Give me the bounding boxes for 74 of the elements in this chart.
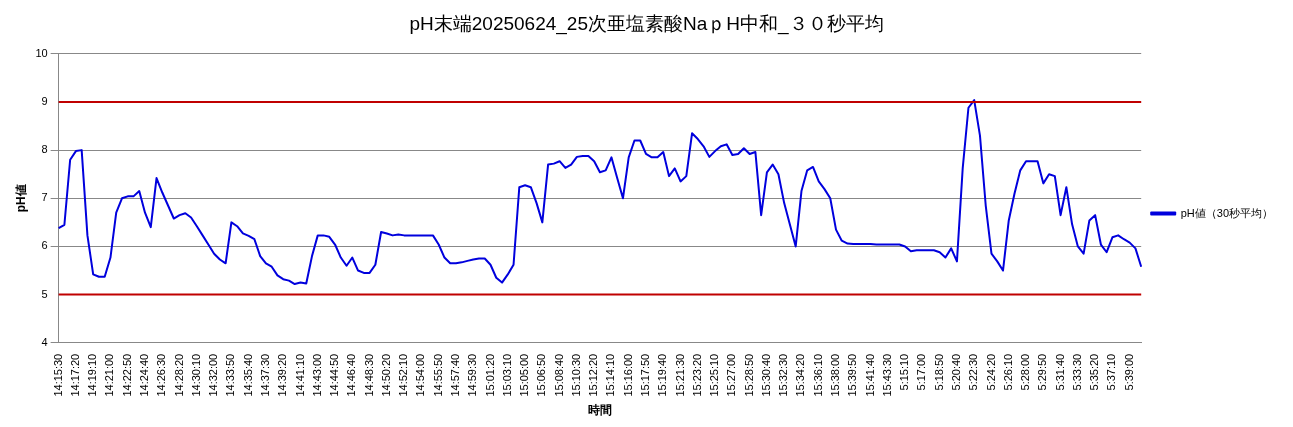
x-tick-label: 15:05:00 <box>518 353 531 397</box>
x-tick-label: 14:19:10 <box>86 353 99 397</box>
x-tick-label: 15:30:40 <box>759 353 772 397</box>
x-tick-label: 14:33:50 <box>224 353 237 397</box>
x-tick-label: 5:33:30 <box>1070 353 1083 391</box>
x-tick-label: 14:35:40 <box>241 353 254 397</box>
x-tick-label: 15:43:30 <box>880 353 893 397</box>
x-tick-label: 14:57:40 <box>448 353 461 397</box>
x-tick-label: 5:39:00 <box>1122 353 1135 391</box>
x-tick-label: 15:28:50 <box>742 353 755 397</box>
x-tick-label: 5:29:50 <box>1036 353 1049 391</box>
y-axis-title: pH値 <box>13 184 28 213</box>
y-tick-label: 6 <box>41 239 48 252</box>
x-tick-label: 15:19:40 <box>656 353 669 397</box>
y-tick-label: 7 <box>41 191 48 204</box>
x-tick-label: 15:16:00 <box>621 353 634 397</box>
y-tick-label: 4 <box>41 335 48 348</box>
x-tick-label: 15:36:10 <box>811 353 824 397</box>
x-tick-label: 5:20:40 <box>949 353 962 391</box>
x-tick-label: 15:14:10 <box>604 353 617 397</box>
y-tick-label: 9 <box>41 94 48 107</box>
x-tick-label: 14:50:20 <box>379 353 392 397</box>
x-tick-label: 5:18:50 <box>932 353 945 391</box>
y-tick-label: 8 <box>41 143 48 156</box>
x-tick-label: 15:23:20 <box>690 353 703 397</box>
y-tick-label: 10 <box>35 46 48 59</box>
x-tick-label: 14:59:30 <box>466 353 479 397</box>
x-tick-label: 14:54:00 <box>414 353 427 397</box>
x-tick-label: 14:37:30 <box>258 353 271 397</box>
x-tick-label: 14:43:00 <box>310 353 323 397</box>
x-tick-label: 14:17:20 <box>68 353 81 397</box>
x-tick-label: 14:26:30 <box>155 353 168 397</box>
x-tick-label: 15:27:00 <box>725 353 738 397</box>
x-tick-label: 15:41:40 <box>863 353 876 397</box>
x-tick-label: 5:31:40 <box>1053 353 1066 391</box>
x-tick-label: 15:03:10 <box>500 353 513 397</box>
y-tick-label: 5 <box>41 287 48 300</box>
x-tick-label: 15:34:20 <box>794 353 807 397</box>
x-tick-label: 15:10:30 <box>569 353 582 397</box>
legend-label: pH値（30秒平均） <box>1180 206 1273 219</box>
x-tick-label: 14:15:30 <box>51 353 64 397</box>
x-tick-label: 5:22:30 <box>967 353 980 391</box>
x-tick-label: 15:08:40 <box>552 353 565 397</box>
x-tick-label: 15:21:30 <box>673 353 686 397</box>
x-tick-label: 5:37:10 <box>1105 353 1118 391</box>
x-axis-title: 時間 <box>587 403 612 418</box>
x-tick-label: 14:41:10 <box>293 353 306 397</box>
x-tick-label: 5:17:00 <box>915 353 928 391</box>
x-tick-label: 14:46:40 <box>345 353 358 397</box>
x-tick-label: 14:52:10 <box>397 353 410 397</box>
x-tick-label: 15:38:00 <box>829 353 842 397</box>
x-tick-label: 14:44:50 <box>328 353 341 397</box>
x-tick-label: 5:28:00 <box>1019 353 1032 391</box>
x-tick-label: 14:28:20 <box>172 353 185 397</box>
x-tick-label: 14:48:30 <box>362 353 375 397</box>
x-tick-label: 5:26:10 <box>1001 353 1014 391</box>
x-tick-label: 14:32:00 <box>207 353 220 397</box>
x-tick-label: 5:15:10 <box>898 353 911 391</box>
chart-title: pH末端20250624_25次亜塩素酸NaｐH中和_３０秒平均 <box>409 12 884 35</box>
x-tick-label: 14:39:20 <box>276 353 289 397</box>
x-tick-label: 15:06:50 <box>535 353 548 397</box>
x-tick-label: 14:30:10 <box>189 353 202 397</box>
x-tick-label: 15:32:30 <box>777 353 790 397</box>
x-tick-label: 15:39:50 <box>846 353 859 397</box>
x-tick-label: 15:12:20 <box>587 353 600 397</box>
x-tick-label: 5:24:20 <box>984 353 997 391</box>
x-tick-label: 14:21:00 <box>103 353 116 397</box>
x-tick-label: 5:35:20 <box>1088 353 1101 391</box>
x-tick-label: 15:17:50 <box>639 353 652 397</box>
x-tick-label: 15:01:20 <box>483 353 496 397</box>
x-tick-label: 14:24:40 <box>138 353 151 397</box>
x-tick-label: 15:25:10 <box>708 353 721 397</box>
x-tick-label: 14:55:50 <box>431 353 444 397</box>
x-tick-label: 14:22:50 <box>120 353 133 397</box>
